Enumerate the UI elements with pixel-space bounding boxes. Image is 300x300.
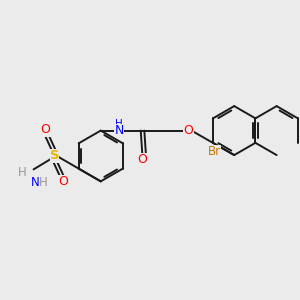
Text: S: S xyxy=(50,149,59,163)
Text: O: O xyxy=(137,153,147,166)
Text: O: O xyxy=(184,124,194,137)
Text: H: H xyxy=(18,166,27,179)
Text: H: H xyxy=(116,119,123,129)
Text: N: N xyxy=(31,176,39,189)
Text: Br: Br xyxy=(208,145,221,158)
Text: H: H xyxy=(39,176,47,189)
Text: N: N xyxy=(115,124,124,137)
Text: O: O xyxy=(58,176,68,188)
Text: O: O xyxy=(40,124,50,136)
